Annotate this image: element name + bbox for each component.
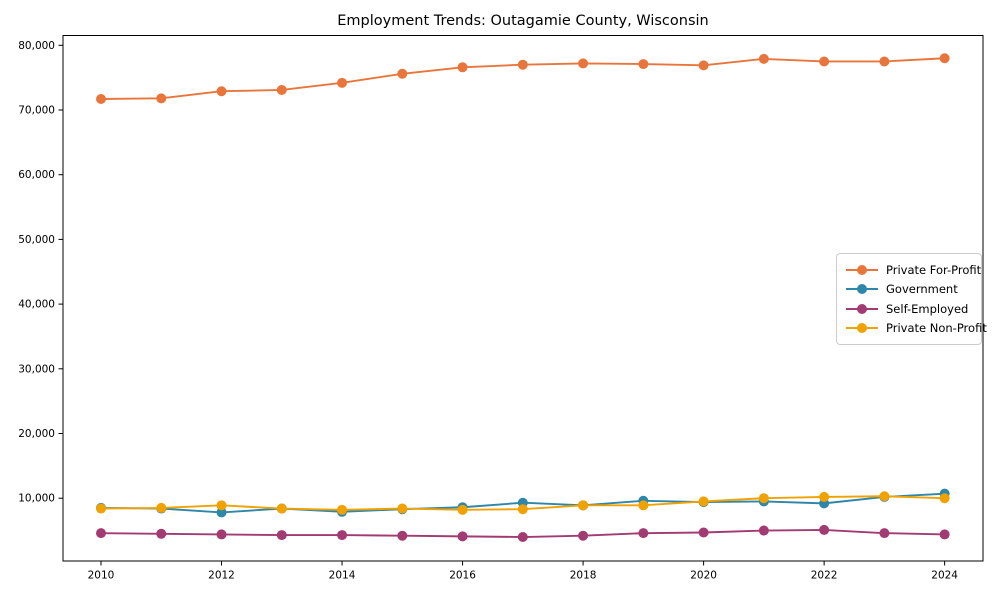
y-tick-label: 60,000 bbox=[18, 169, 55, 181]
data-point-private-for-profit bbox=[879, 56, 890, 67]
legend-line-marker-icon bbox=[846, 303, 878, 314]
legend-item-private-non-profit: Private Non-Profit bbox=[846, 319, 987, 337]
data-point-private-for-profit bbox=[96, 94, 106, 105]
x-tick-label: 2012 bbox=[208, 570, 235, 582]
data-point-private-non-profit bbox=[638, 500, 649, 511]
legend: Private For-Profit Government Self-Emplo… bbox=[836, 253, 987, 345]
data-point-private-for-profit bbox=[156, 93, 167, 104]
data-point-self-employed bbox=[879, 528, 890, 539]
data-point-private-for-profit bbox=[578, 58, 589, 69]
legend-line-marker-icon bbox=[846, 284, 878, 295]
data-point-self-employed bbox=[457, 531, 468, 542]
data-point-self-employed bbox=[276, 530, 287, 541]
legend-label: Self-Employed bbox=[886, 301, 969, 316]
legend-item-private-for-profit: Private For-Profit bbox=[846, 261, 981, 279]
data-point-private-for-profit bbox=[698, 60, 709, 71]
data-point-private-non-profit bbox=[758, 493, 769, 504]
data-point-private-non-profit bbox=[698, 496, 709, 507]
data-point-private-non-profit bbox=[156, 502, 167, 513]
data-point-private-non-profit bbox=[337, 504, 348, 515]
legend-dot-marker-icon bbox=[857, 265, 867, 275]
x-tick-label: 2022 bbox=[811, 570, 838, 582]
data-point-self-employed bbox=[517, 532, 528, 543]
data-point-government bbox=[216, 507, 227, 518]
x-tick-label: 2010 bbox=[88, 570, 115, 582]
y-tick-label: 30,000 bbox=[18, 363, 55, 375]
data-point-private-non-profit bbox=[397, 503, 408, 514]
legend-line-marker-icon bbox=[846, 265, 878, 275]
legend-item-government: Government bbox=[846, 280, 973, 298]
y-tick-label: 80,000 bbox=[18, 40, 55, 52]
data-point-private-for-profit bbox=[638, 59, 649, 70]
data-point-self-employed bbox=[698, 527, 709, 538]
y-tick-label: 10,000 bbox=[18, 493, 55, 505]
data-point-private-non-profit bbox=[578, 500, 589, 511]
legend-dot-marker-icon bbox=[857, 322, 867, 333]
y-tick-label: 50,000 bbox=[18, 234, 55, 246]
legend-dot-marker-icon bbox=[857, 284, 867, 295]
data-point-private-for-profit bbox=[216, 86, 227, 97]
data-point-self-employed bbox=[939, 529, 950, 540]
data-point-self-employed bbox=[156, 528, 167, 539]
legend-label: Government bbox=[886, 282, 958, 297]
data-point-private-for-profit bbox=[758, 53, 769, 64]
data-point-self-employed bbox=[337, 530, 348, 541]
data-point-self-employed bbox=[397, 530, 408, 541]
data-point-private-for-profit bbox=[939, 53, 950, 64]
data-point-private-for-profit bbox=[819, 56, 830, 67]
data-point-self-employed bbox=[216, 529, 227, 540]
data-point-private-for-profit bbox=[517, 59, 528, 70]
legend-dot-marker-icon bbox=[857, 303, 867, 314]
data-point-private-non-profit bbox=[216, 500, 227, 511]
plot-border bbox=[62, 35, 984, 562]
data-point-private-non-profit bbox=[879, 491, 890, 502]
data-point-private-for-profit bbox=[397, 68, 408, 79]
data-point-private-for-profit bbox=[457, 62, 468, 73]
data-point-self-employed bbox=[638, 528, 649, 539]
x-tick-label: 2014 bbox=[329, 570, 356, 582]
legend-label: Private For-Profit bbox=[886, 263, 982, 277]
data-point-private-non-profit bbox=[819, 491, 830, 502]
data-point-private-non-profit bbox=[939, 493, 950, 504]
chart-title: Employment Trends: Outagamie County, Wis… bbox=[337, 13, 709, 29]
y-tick-label: 20,000 bbox=[18, 428, 55, 440]
x-tick-label: 2024 bbox=[931, 570, 958, 582]
x-tick-label: 2018 bbox=[570, 570, 597, 582]
y-tick-label: 40,000 bbox=[18, 299, 55, 311]
data-point-private-non-profit bbox=[457, 504, 468, 515]
data-point-self-employed bbox=[578, 530, 589, 541]
data-point-self-employed bbox=[96, 528, 106, 539]
data-point-private-non-profit bbox=[96, 503, 106, 514]
legend-label: Private Non-Profit bbox=[886, 320, 987, 335]
x-tick-label: 2020 bbox=[690, 570, 717, 582]
legend-line-marker-icon bbox=[846, 322, 878, 333]
data-point-private-non-profit bbox=[276, 503, 287, 514]
data-point-self-employed bbox=[758, 525, 769, 536]
data-point-private-for-profit bbox=[337, 77, 348, 88]
y-tick-label: 70,000 bbox=[18, 105, 55, 117]
x-tick-label: 2016 bbox=[449, 570, 476, 582]
data-point-private-for-profit bbox=[276, 84, 287, 95]
legend-item-self-employed: Self-Employed bbox=[846, 300, 973, 318]
data-point-self-employed bbox=[819, 524, 830, 535]
data-point-private-non-profit bbox=[517, 504, 528, 515]
